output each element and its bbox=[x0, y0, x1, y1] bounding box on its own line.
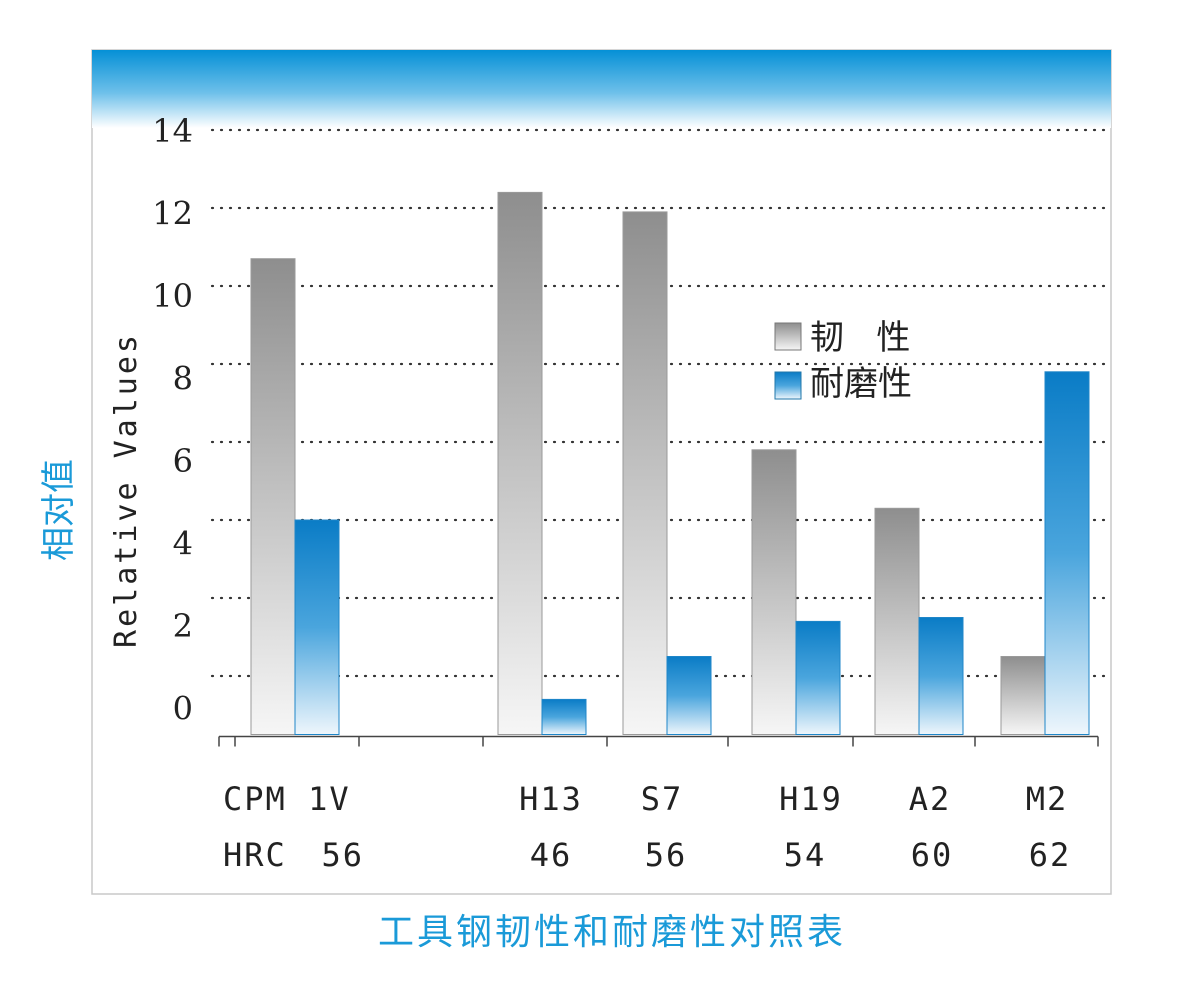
y-tick-label: 14 bbox=[152, 112, 193, 150]
y-tick-label: 10 bbox=[152, 277, 193, 315]
hardness-value: 56 bbox=[321, 836, 364, 874]
bar-wear-resistance bbox=[1044, 371, 1090, 735]
hardness-value: 62 bbox=[1029, 836, 1072, 874]
y-tick-label: 8 bbox=[173, 360, 193, 398]
hardness-value: 56 bbox=[645, 836, 688, 874]
legend-swatch-wear bbox=[774, 371, 802, 400]
hardness-row-label: HRC bbox=[223, 836, 287, 874]
x-axis bbox=[218, 735, 1099, 747]
bar-toughness bbox=[1000, 656, 1046, 735]
header-band bbox=[92, 50, 1111, 128]
legend-swatch-toughness bbox=[774, 322, 802, 351]
y-tick-labels: 14 12 10 8 6 4 2 0 bbox=[152, 112, 193, 728]
bar-toughness bbox=[250, 258, 296, 735]
category-label: A2 bbox=[909, 780, 952, 818]
x-tick-labels: CPM 1V 56 H13 46 S7 56 H19 54 A2 60 M2 62 bbox=[223, 780, 1072, 874]
bar-toughness bbox=[751, 449, 797, 735]
bar-toughness bbox=[874, 507, 920, 735]
bar-toughness bbox=[622, 211, 668, 735]
y-tick-label: 12 bbox=[152, 195, 193, 233]
bar-wear-resistance bbox=[294, 519, 340, 735]
y-axis-label: Relative Values bbox=[109, 332, 144, 648]
chart-frame bbox=[91, 49, 1112, 895]
bar-wear-resistance bbox=[541, 698, 587, 736]
legend: 韧 性 耐磨性 bbox=[774, 318, 912, 404]
hardness-value: 54 bbox=[784, 836, 827, 874]
legend-label-wear: 耐磨性 bbox=[810, 364, 912, 404]
category-label: H13 bbox=[519, 780, 583, 818]
bars bbox=[250, 191, 1090, 736]
hardness-value: 46 bbox=[530, 836, 573, 874]
y-axis-label-cn: 相对值 bbox=[39, 459, 79, 561]
bar-wear-resistance bbox=[918, 617, 964, 735]
y-tick-label: 4 bbox=[173, 525, 193, 563]
bar-wear-resistance bbox=[795, 620, 841, 736]
bar-toughness bbox=[497, 191, 543, 735]
bar-wear-resistance bbox=[666, 656, 712, 735]
category-label: S7 bbox=[641, 780, 684, 818]
y-tick-label: 0 bbox=[173, 690, 193, 728]
y-tick-label: 2 bbox=[173, 607, 193, 645]
category-label: H19 bbox=[779, 780, 843, 818]
y-tick-label: 6 bbox=[173, 442, 193, 480]
category-label: M2 bbox=[1026, 780, 1069, 818]
category-label: CPM 1V bbox=[223, 780, 351, 818]
chart-title: 工具钢韧性和耐磨性对照表 bbox=[378, 912, 846, 953]
hardness-value: 60 bbox=[911, 836, 954, 874]
legend-label-toughness: 韧 性 bbox=[810, 318, 910, 358]
